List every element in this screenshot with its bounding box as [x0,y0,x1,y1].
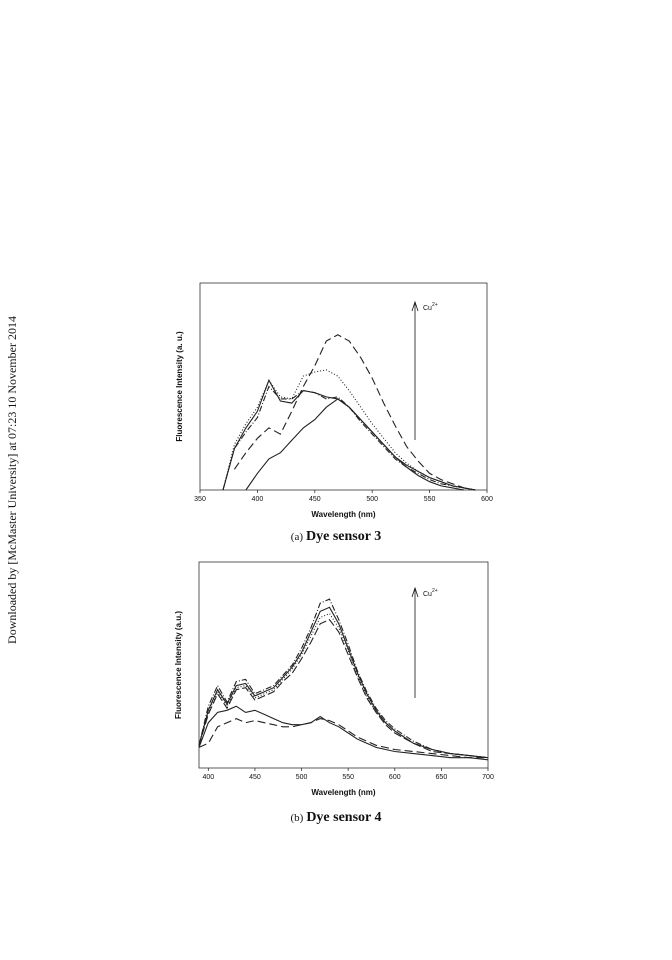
annotation-sup: 2+ [432,588,438,594]
plot-frame [198,561,489,769]
caption-label: (b) [290,812,303,824]
x-tick-label: 600 [389,774,401,781]
arrow-head [411,586,419,598]
x-tick-label: 500 [296,774,308,781]
plot-frame [199,282,488,491]
x-tick-label: 500 [366,496,378,503]
series-line [245,398,465,491]
x-tick-label: 600 [481,496,493,503]
annotation-text: Cu [423,305,432,312]
x-tick-label: 400 [252,496,264,503]
series-line [222,385,476,491]
x-tick-label: 400 [202,774,214,781]
annotation-sup: 2+ [432,302,438,308]
x-axis-label: Wavelength (nm) [311,788,375,797]
series-line [222,369,476,491]
x-tick-label: 650 [436,774,448,781]
y-axis-label: Fluorescence Intensity (a.u.) [174,611,183,719]
x-tick-label: 450 [249,774,261,781]
x-axis-label: Wavelength (nm) [311,510,375,519]
series-line [198,606,489,759]
series-line [233,334,476,491]
x-tick-label: 700 [482,774,494,781]
download-watermark: Downloaded by [McMaster University] at 0… [5,316,19,644]
annotation-text: Cu [423,591,432,598]
x-tick-label: 450 [309,496,321,503]
annotation: Cu2+ [423,302,438,312]
caption-label: (a) [291,531,304,543]
series-line [198,705,489,761]
series-line [198,717,488,759]
arrow-head [411,300,419,312]
caption-text: Dye sensor 4 [306,810,381,825]
x-tick-label: 550 [424,496,436,503]
series-line [198,612,489,759]
y-axis-label: Fluorescence Intensity (a. u.) [175,331,184,442]
series-line [198,598,489,759]
figure-caption: (b) Dye sensor 4 [290,810,381,825]
annotation: Cu2+ [423,588,438,598]
figure-caption: (a) Dye sensor 3 [291,529,381,544]
caption-text: Dye sensor 3 [306,529,381,544]
series-line [198,619,489,759]
x-tick-label: 350 [194,496,206,503]
x-tick-label: 550 [342,774,354,781]
